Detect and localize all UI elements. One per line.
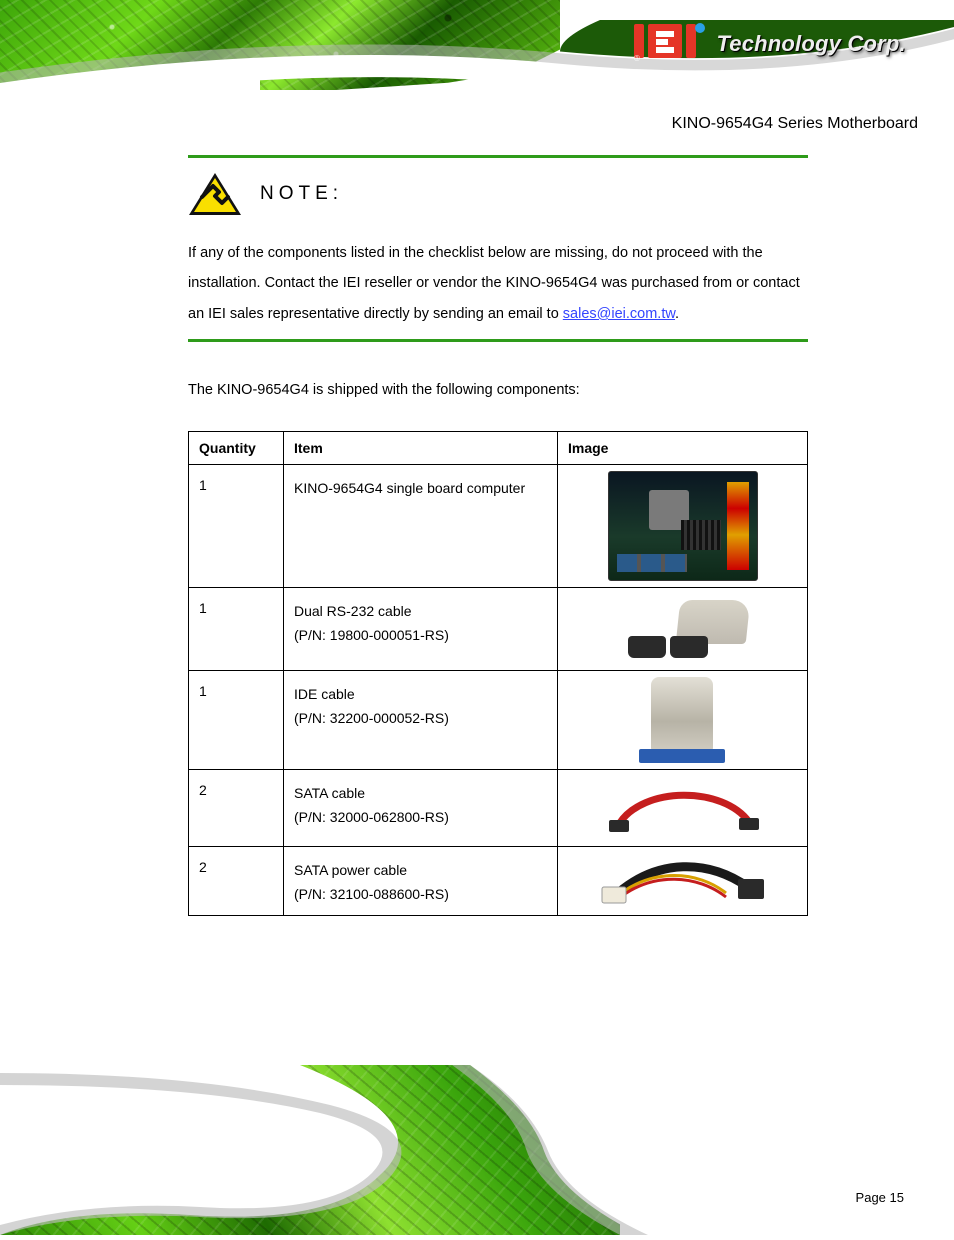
- sales-email-link[interactable]: sales@iei.com.tw: [563, 306, 675, 322]
- page-header: ® Technology Corp. KINO-9654G4 Series Mo…: [0, 0, 954, 160]
- cell-item-name: SATA power cable: [294, 862, 407, 878]
- note-body: If any of the components listed in the c…: [188, 238, 808, 329]
- cell-item-pn: (P/N: 32100-088600-RS): [294, 886, 449, 902]
- note-header-row: NOTE:: [188, 172, 808, 216]
- table-row: 1 Dual RS-232 cable (P/N: 19800-000051-R…: [189, 588, 808, 671]
- image-rs232-cable-icon: [608, 594, 758, 664]
- col-header-image: Image: [558, 432, 808, 465]
- cell-item: Dual RS-232 cable (P/N: 19800-000051-RS): [284, 588, 558, 671]
- cell-item: IDE cable (P/N: 32200-000052-RS): [284, 671, 558, 770]
- cell-item: SATA cable (P/N: 32000-062800-RS): [284, 770, 558, 847]
- table-row: 2 SATA cable (P/N: 32000-062800-RS): [189, 770, 808, 847]
- packing-list-table: Quantity Item Image 1 KINO-9654G4 single…: [188, 431, 808, 916]
- table-header-row: Quantity Item Image: [189, 432, 808, 465]
- image-sata-power-cable-icon: [598, 853, 768, 909]
- svg-text:®: ®: [634, 54, 640, 62]
- cell-item: KINO-9654G4 single board computer: [284, 465, 558, 588]
- note-caution-icon: [188, 172, 242, 216]
- packing-list-intro: The KINO-9654G4 is shipped with the foll…: [188, 376, 808, 405]
- note-label: NOTE:: [260, 183, 343, 205]
- note-body-model: KINO-9654G4: [506, 275, 598, 291]
- table-row: 1 IDE cable (P/N: 32200-000052-RS): [189, 671, 808, 770]
- brand-block: ® Technology Corp.: [634, 20, 914, 67]
- cell-qty: 2: [189, 847, 284, 916]
- cell-item-pn: (P/N: 32200-000052-RS): [294, 710, 449, 726]
- footer-swoosh: [0, 1065, 954, 1235]
- cell-item-name: Dual RS-232 cable: [294, 603, 412, 619]
- cell-qty: 1: [189, 588, 284, 671]
- brand-text: Technology Corp.: [716, 31, 905, 57]
- cell-item: SATA power cable (P/N: 32100-088600-RS): [284, 847, 558, 916]
- image-ide-cable-icon: [623, 677, 743, 763]
- cell-item-name: SATA cable: [294, 785, 365, 801]
- table-row: 2 SATA power cable (P/N: 32100-088600-RS…: [189, 847, 808, 916]
- cell-qty: 1: [189, 465, 284, 588]
- col-header-quantity: Quantity: [189, 432, 284, 465]
- cell-item-name: IDE cable: [294, 686, 355, 702]
- table-row: 1 KINO-9654G4 single board computer: [189, 465, 808, 588]
- cell-image: [558, 588, 808, 671]
- col-header-item: Item: [284, 432, 558, 465]
- iei-logo-icon: ®: [634, 20, 706, 67]
- cell-qty: 2: [189, 770, 284, 847]
- page-number-prefix: Page: [856, 1190, 890, 1205]
- cell-qty: 1: [189, 671, 284, 770]
- note-body-p1c: .: [675, 306, 679, 322]
- image-sata-cable-icon: [603, 776, 763, 840]
- cell-image: [558, 671, 808, 770]
- cell-item-pn: (P/N: 32000-062800-RS): [294, 809, 449, 825]
- cell-image: [558, 770, 808, 847]
- note-rule-bottom: [188, 339, 808, 342]
- cell-image: [558, 465, 808, 588]
- cell-image: [558, 847, 808, 916]
- note-rule-top: [188, 155, 808, 158]
- cell-item-pn: (P/N: 19800-000051-RS): [294, 627, 449, 643]
- content-area: NOTE: If any of the components listed in…: [188, 155, 808, 916]
- doc-title: KINO-9654G4 Series Motherboard: [672, 115, 918, 133]
- page-footer: Page 15: [0, 1065, 954, 1235]
- page-number: Page 15: [856, 1190, 904, 1205]
- page-number-value: 15: [890, 1190, 904, 1205]
- image-motherboard-icon: [608, 471, 758, 581]
